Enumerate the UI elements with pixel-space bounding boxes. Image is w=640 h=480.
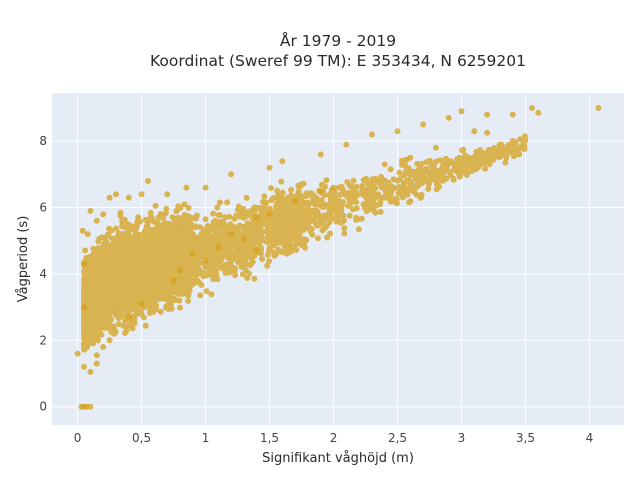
data-point	[81, 261, 87, 267]
data-point	[125, 194, 132, 201]
data-point	[125, 314, 132, 321]
data-point	[381, 161, 388, 168]
data-point	[93, 217, 100, 224]
data-point	[595, 104, 602, 111]
data-point	[292, 197, 299, 204]
data-point	[87, 403, 94, 410]
x-tick-label: 1,5	[260, 431, 279, 445]
y-tick-labels: 0 2 4 6 8	[39, 134, 47, 414]
data-point	[81, 304, 87, 311]
data-point	[87, 207, 94, 214]
data-point	[317, 187, 324, 194]
data-point	[106, 337, 113, 344]
x-axis-title: Signifikant våghöjd (m)	[262, 451, 414, 466]
data-point	[100, 344, 107, 350]
y-axis-title: Vågperiod (s)	[16, 216, 31, 303]
point-cloud-marks	[81, 133, 529, 353]
x-tick-label: 1	[202, 431, 210, 445]
y-tick-label: 8	[39, 134, 47, 148]
x-tick-label: 4	[586, 431, 594, 445]
x-tick-label: 0,5	[132, 431, 151, 445]
data-point	[445, 114, 452, 121]
point-cloud	[81, 133, 529, 353]
data-point	[343, 141, 350, 148]
data-points	[74, 104, 602, 410]
data-point	[93, 352, 100, 359]
data-point	[528, 104, 535, 111]
data-point	[145, 178, 151, 184]
data-point	[458, 108, 465, 115]
data-point	[74, 350, 81, 357]
data-point	[394, 128, 401, 135]
chart-title-line-2: Koordinat (Sweref 99 TM): E 353434, N 62…	[150, 52, 526, 70]
data-point	[202, 184, 209, 191]
data-point	[368, 131, 375, 138]
data-point	[471, 128, 478, 135]
data-point	[189, 251, 196, 257]
data-point	[113, 191, 119, 198]
data-point	[202, 257, 209, 264]
chart-title-line-1: År 1979 - 2019	[280, 31, 396, 50]
x-tick-label: 0	[74, 431, 82, 445]
y-tick-label: 0	[39, 400, 47, 414]
data-point	[93, 360, 100, 367]
data-point	[266, 164, 273, 171]
data-point	[228, 171, 235, 178]
y-tick-label: 4	[39, 267, 47, 281]
data-point	[177, 267, 183, 274]
data-point	[81, 363, 87, 370]
data-point	[407, 154, 414, 161]
data-point	[509, 111, 516, 118]
data-point	[79, 227, 86, 234]
y-tick-label: 2	[39, 333, 47, 347]
data-point	[535, 109, 542, 116]
data-point	[253, 247, 260, 254]
data-point	[266, 211, 273, 218]
data-point	[228, 231, 235, 238]
data-point	[420, 121, 427, 128]
data-point	[100, 211, 107, 218]
data-point	[106, 194, 113, 201]
data-point	[484, 111, 491, 118]
data-point	[317, 151, 324, 158]
x-tick-label: 3,5	[516, 431, 535, 445]
data-point	[432, 144, 439, 151]
data-point	[170, 277, 177, 284]
data-point	[84, 231, 91, 238]
data-point	[87, 368, 94, 375]
x-tick-label: 2,5	[388, 431, 407, 445]
data-point	[138, 191, 145, 198]
data-point	[164, 191, 171, 198]
data-point	[138, 300, 145, 307]
data-point	[484, 129, 491, 136]
data-point	[279, 158, 286, 165]
data-point	[240, 236, 247, 243]
x-tick-labels: 0 0,5 1 1,5 2 2,5 3 3,5 4	[74, 431, 593, 445]
x-tick-label: 2	[330, 431, 338, 445]
x-tick-label: 3	[458, 431, 466, 445]
y-tick-label: 6	[39, 201, 47, 215]
data-point	[330, 184, 337, 191]
data-point	[183, 184, 190, 191]
data-point	[253, 214, 260, 221]
data-point	[215, 244, 222, 251]
